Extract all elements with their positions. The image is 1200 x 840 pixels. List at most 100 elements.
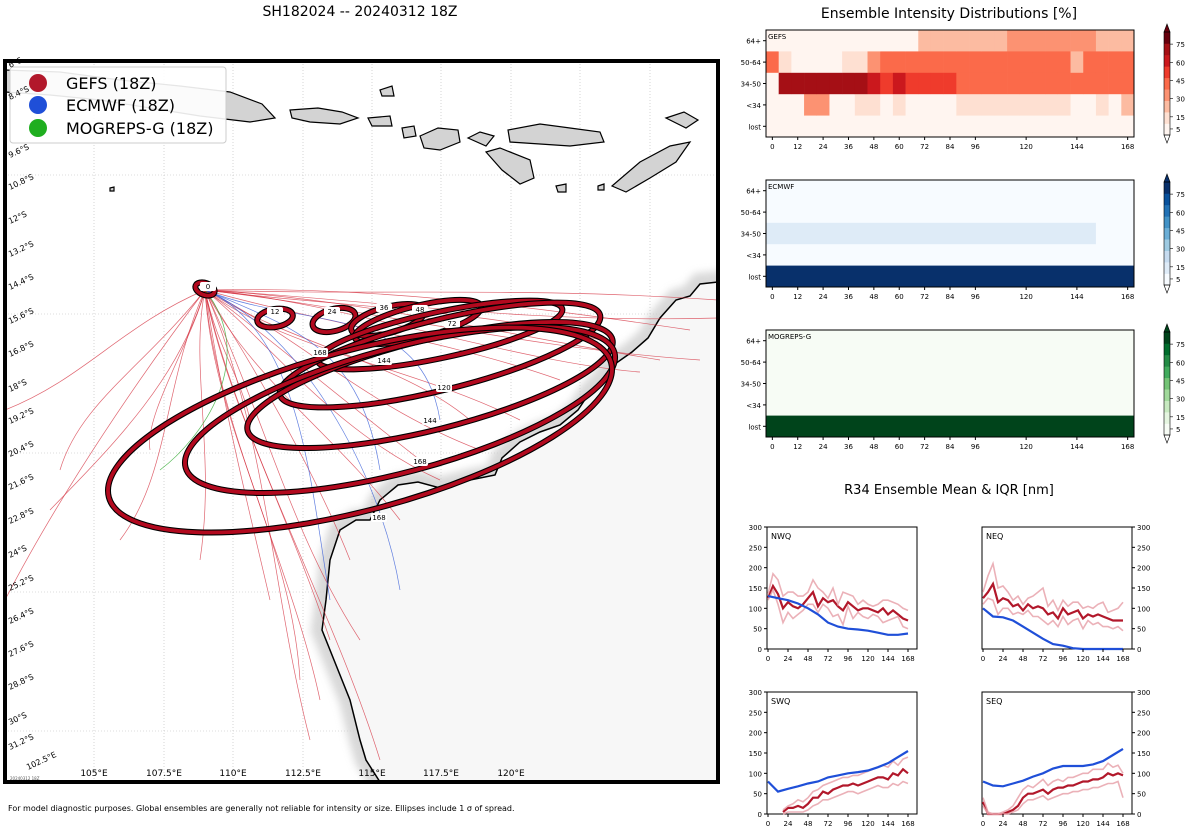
heatmap-ylabel: 50-64 bbox=[741, 59, 762, 67]
gefs-track bbox=[204, 289, 351, 561]
gefs-track bbox=[204, 289, 718, 301]
heatmap-cell bbox=[918, 51, 932, 74]
heatmap-cell bbox=[829, 94, 843, 116]
colorbar-label: 15 bbox=[1176, 264, 1185, 272]
ellipse-144h bbox=[183, 325, 617, 495]
right-panels: Ensemble Intensity Distributions [%] R34… bbox=[741, 6, 1185, 828]
line-ylabel: 200 bbox=[749, 565, 762, 573]
heatmap-model-label: MOGREPS-G bbox=[768, 333, 811, 341]
heatmap-cell bbox=[930, 51, 944, 74]
heatmap-cell bbox=[1045, 72, 1059, 95]
heatmap-cell bbox=[1083, 72, 1097, 95]
heatmap-xlabel: 60 bbox=[895, 293, 904, 301]
line-xlabel: 168 bbox=[901, 655, 914, 663]
heatmap-cell bbox=[1057, 115, 1071, 138]
line-ylabel: 250 bbox=[749, 709, 762, 717]
uncertainty-ellipses: 0122436487296120144168144168168 bbox=[105, 279, 619, 536]
ensemble-tracks bbox=[5, 289, 718, 761]
colorbar-label: 75 bbox=[1176, 341, 1185, 349]
main-title: SH182024 -- 20240312 18Z bbox=[262, 4, 458, 20]
r34-chart-swq: SWQ 0 24 48 72 96 120 144 168 0 50 100 150 200 250 300 bbox=[749, 689, 918, 828]
colorbar-label: 45 bbox=[1176, 377, 1185, 385]
colorbar-label: 45 bbox=[1176, 77, 1185, 85]
colorbar-label: 45 bbox=[1176, 227, 1185, 235]
heatmap-ylabel: 34-50 bbox=[741, 381, 761, 389]
svg-text:105°E: 105°E bbox=[80, 769, 108, 779]
colorbar-segment bbox=[1164, 43, 1170, 56]
line-series-gefs-iqr-lower bbox=[982, 780, 1124, 815]
gefs-track bbox=[204, 289, 641, 373]
heatmap-cell bbox=[778, 30, 792, 52]
heatmap-xlabel: 96 bbox=[971, 443, 980, 451]
line-ylabel: 100 bbox=[1137, 770, 1150, 778]
heatmap-cell bbox=[1019, 115, 1033, 138]
footer-note: For model diagnostic purposes. Global en… bbox=[8, 804, 515, 813]
line-xlabel: 72 bbox=[824, 820, 833, 828]
heatmap-cell bbox=[918, 30, 932, 52]
heatmap-cell bbox=[1045, 94, 1059, 116]
heatmap-cell bbox=[880, 94, 894, 116]
heatmap-cell bbox=[867, 30, 881, 52]
heatmap-cell bbox=[1095, 51, 1109, 74]
heatmap-cell bbox=[1121, 51, 1135, 74]
heatmap-xlabel: 168 bbox=[1121, 293, 1134, 301]
ellipse-label-bg bbox=[444, 319, 460, 328]
heatmap-ylabel: lost bbox=[748, 273, 761, 281]
ellipse-label-bg bbox=[371, 513, 387, 522]
colorbar-segment bbox=[1164, 54, 1170, 67]
track-map: 0122436487296120144168144168168 GEFS (18… bbox=[3, 56, 720, 784]
line-xlabel: 120 bbox=[861, 655, 874, 663]
heatmap-cell bbox=[1057, 94, 1071, 116]
heatmap-ylabel: <34 bbox=[746, 252, 761, 260]
colorbar-label: 75 bbox=[1176, 191, 1185, 199]
heatmap-ylabel: 50-64 bbox=[741, 359, 762, 367]
line-ylabel: 50 bbox=[753, 791, 762, 799]
heatmap-xlabel: 0 bbox=[770, 443, 774, 451]
heatmap-cell bbox=[766, 222, 1096, 245]
line-xlabel: 144 bbox=[881, 820, 895, 828]
line-ylabel: 50 bbox=[753, 626, 762, 634]
line-series-ecmwf-mean bbox=[982, 607, 1123, 651]
heatmap-xlabel: 12 bbox=[793, 443, 802, 451]
heatmap-cell bbox=[867, 115, 881, 138]
gefs-track bbox=[5, 289, 206, 411]
colorbar-label: 30 bbox=[1176, 96, 1185, 104]
ellipse-label: 24 bbox=[328, 308, 337, 316]
line-xlabel: 168 bbox=[1116, 820, 1129, 828]
heatmap-cell bbox=[1108, 94, 1122, 116]
heatmap-cell bbox=[943, 30, 957, 52]
line-xlabel: 24 bbox=[784, 820, 793, 828]
heatmap-xlabel: 168 bbox=[1121, 143, 1134, 151]
heatmap-xlabel: 0 bbox=[770, 293, 774, 301]
colorbar-segment bbox=[1164, 239, 1170, 251]
heatmap-cell bbox=[930, 115, 944, 138]
line-series-gefs-iqr-upper bbox=[767, 572, 909, 612]
heatmap-xlabel: 84 bbox=[946, 443, 955, 451]
line-xlabel: 24 bbox=[784, 655, 793, 663]
colorbar-label: 75 bbox=[1176, 41, 1185, 49]
heatmap-xlabel: 120 bbox=[1019, 293, 1032, 301]
colorbar-label: 30 bbox=[1176, 396, 1185, 404]
colorbar-label: 30 bbox=[1176, 246, 1185, 254]
heatmap-cell bbox=[892, 51, 906, 74]
heatmap-cell bbox=[816, 30, 830, 52]
heatmap-cell bbox=[981, 51, 995, 74]
line-xlabel: 24 bbox=[999, 655, 1008, 663]
line-ylabel: 300 bbox=[1137, 689, 1150, 697]
colorbar-segment bbox=[1164, 400, 1170, 413]
heatmap-cell bbox=[1032, 30, 1046, 52]
heatmap-xlabel: 24 bbox=[819, 443, 828, 451]
heatmap-xlabel: 24 bbox=[819, 143, 828, 151]
line-series-gefs-iqr-upper bbox=[982, 560, 1124, 614]
ellipse-label: 144 bbox=[423, 417, 437, 425]
heatmap-cell bbox=[854, 94, 868, 116]
heatmap-cell bbox=[804, 72, 818, 95]
colorbar-segment bbox=[1164, 262, 1170, 274]
heatmap-cell bbox=[804, 94, 818, 116]
heatmap-cell bbox=[1095, 115, 1109, 138]
colorbar-segment bbox=[1164, 273, 1170, 286]
colorbar-segment bbox=[1164, 389, 1170, 401]
heatmap-xlabel: 36 bbox=[844, 443, 853, 451]
colorbar-label: 5 bbox=[1176, 276, 1180, 284]
heatmap-cell bbox=[892, 94, 906, 116]
